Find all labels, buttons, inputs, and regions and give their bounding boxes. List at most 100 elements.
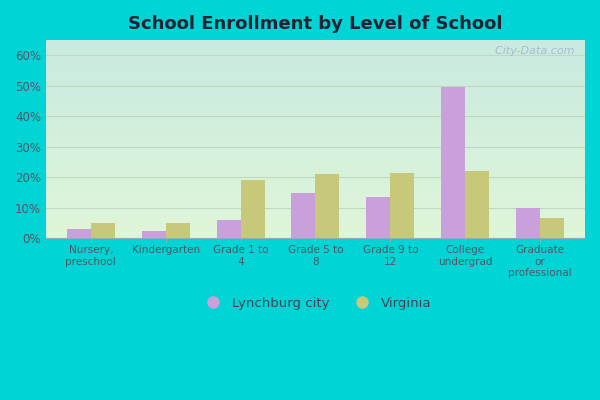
Bar <box>241 180 265 238</box>
Bar <box>46 144 585 145</box>
Bar <box>46 164 585 165</box>
Bar <box>46 45 585 46</box>
Bar <box>46 124 585 125</box>
Bar <box>46 74 585 75</box>
Bar <box>46 169 585 170</box>
Bar <box>46 114 585 115</box>
Bar <box>46 130 585 131</box>
Bar <box>46 225 585 226</box>
Bar <box>46 160 585 161</box>
Bar <box>516 208 540 238</box>
Bar <box>46 223 585 224</box>
Bar <box>391 173 414 238</box>
Bar <box>46 147 585 148</box>
Bar <box>46 186 585 187</box>
Bar <box>46 125 585 126</box>
Bar <box>46 199 585 200</box>
Bar <box>46 83 585 84</box>
Bar <box>46 75 585 76</box>
Bar <box>46 158 585 159</box>
Bar <box>46 152 585 153</box>
Bar <box>46 106 585 108</box>
Bar <box>46 126 585 127</box>
Bar <box>46 188 585 189</box>
Bar <box>46 224 585 225</box>
Bar <box>46 131 585 132</box>
Bar <box>46 208 585 210</box>
Bar <box>46 153 585 154</box>
Bar <box>46 234 585 235</box>
Bar <box>46 190 585 191</box>
Bar <box>46 148 585 149</box>
Bar <box>46 57 585 58</box>
Bar <box>46 218 585 220</box>
Bar <box>46 86 585 87</box>
Bar <box>46 51 585 52</box>
Bar <box>46 58 585 59</box>
Bar <box>46 77 585 78</box>
Bar <box>46 185 585 186</box>
Bar <box>46 197 585 198</box>
Bar <box>46 79 585 80</box>
Bar <box>46 64 585 65</box>
Bar <box>46 102 585 104</box>
Bar <box>46 154 585 155</box>
Bar <box>46 82 585 83</box>
Bar <box>46 191 585 192</box>
Bar <box>46 163 585 164</box>
Bar <box>46 184 585 185</box>
Text: City-Data.com: City-Data.com <box>488 46 574 56</box>
Bar <box>46 172 585 173</box>
Bar <box>46 96 585 98</box>
Bar <box>46 228 585 229</box>
Bar <box>46 66 585 67</box>
Bar <box>46 222 585 223</box>
Bar <box>46 196 585 197</box>
Bar <box>46 151 585 152</box>
Bar <box>367 197 391 238</box>
Bar <box>46 70 585 71</box>
Bar <box>46 40 585 41</box>
Bar <box>46 134 585 135</box>
Bar <box>46 46 585 47</box>
Bar <box>46 76 585 77</box>
Bar <box>46 121 585 122</box>
Bar <box>142 231 166 238</box>
Bar <box>46 80 585 81</box>
Bar <box>46 78 585 79</box>
Bar <box>46 173 585 174</box>
Bar <box>46 108 585 110</box>
Bar <box>46 72 585 73</box>
Bar <box>46 87 585 88</box>
Bar <box>46 161 585 162</box>
Bar <box>46 216 585 218</box>
Bar <box>46 166 585 167</box>
Bar <box>46 54 585 55</box>
Bar <box>46 91 585 92</box>
Bar <box>46 183 585 184</box>
Bar <box>46 63 585 64</box>
Bar <box>67 229 91 238</box>
Bar <box>46 200 585 202</box>
Bar <box>292 192 316 238</box>
Bar <box>46 65 585 66</box>
Bar <box>46 127 585 128</box>
Bar <box>46 123 585 124</box>
Bar <box>46 89 585 90</box>
Bar <box>46 202 585 204</box>
Bar <box>46 85 585 86</box>
Bar <box>46 47 585 48</box>
Bar <box>46 168 585 169</box>
Bar <box>46 235 585 236</box>
Bar <box>46 67 585 68</box>
Bar <box>46 189 585 190</box>
Bar <box>46 68 585 69</box>
Bar <box>46 42 585 43</box>
Bar <box>46 177 585 178</box>
Bar <box>46 137 585 138</box>
Bar <box>46 175 585 176</box>
Bar <box>46 165 585 166</box>
Bar <box>46 128 585 129</box>
Bar <box>46 237 585 238</box>
Bar <box>46 52 585 53</box>
